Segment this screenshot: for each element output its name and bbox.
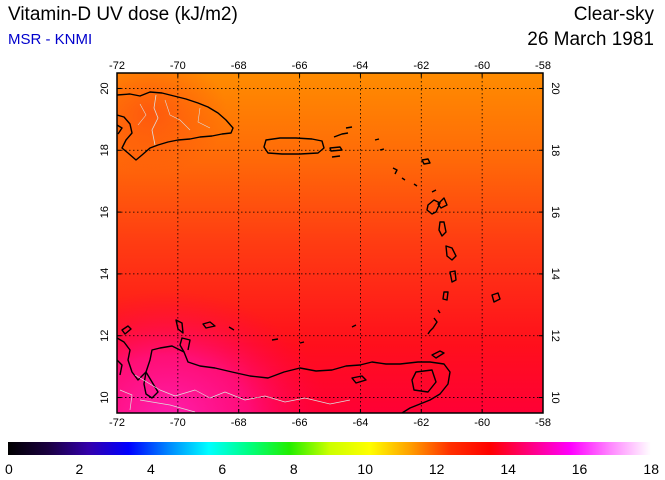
coast-margarita — [351, 375, 367, 384]
coast-curacao — [175, 319, 184, 334]
lon-tick-label-top: -70 — [170, 60, 186, 72]
lat-tick-label-right: 14 — [549, 268, 561, 280]
colorbar-tick-label: 14 — [500, 461, 516, 477]
coast-tobago — [431, 350, 445, 359]
lat-tick-label-left: 12 — [99, 330, 111, 342]
lat-tick-label-left: 10 — [99, 391, 111, 403]
axis-tick-labels: -72 -72 -70 -70 -68 -68 -66 -66 -64 -64 -62 -62 -60 -… — [99, 60, 561, 429]
colorbar-tick-label: 10 — [357, 461, 373, 477]
map-source: MSR - KNMI — [8, 31, 93, 48]
colorbar-labels: 0 2 4 6 8 10 12 14 16 18 — [5, 461, 659, 477]
coast-guadeloupe — [426, 189, 448, 215]
coast-st-vincent — [442, 291, 449, 301]
coast-haiti-south — [117, 124, 123, 135]
colorbar: 0 2 4 6 8 10 12 14 16 18 — [5, 442, 659, 477]
coast-st-kitts — [392, 167, 406, 181]
colorbar-tick-label: 4 — [147, 461, 155, 477]
lat-tick-label-left: 18 — [99, 144, 111, 156]
coast-bonaire — [202, 321, 235, 331]
colorbar-tick-label: 8 — [290, 461, 298, 477]
map-date: 26 March 1981 — [527, 29, 654, 50]
map-panel — [116, 72, 544, 414]
lat-tick-label-right: 10 — [549, 391, 561, 403]
coastlines — [117, 91, 501, 413]
coast-grenadines — [427, 309, 441, 335]
coast-montserrat — [413, 183, 418, 187]
coast-anguilla — [374, 138, 385, 151]
lon-tick-label-top: -62 — [413, 60, 429, 72]
borders-south-america — [119, 374, 351, 413]
lon-tick-label-bottom: -68 — [231, 417, 247, 429]
coast-lake-maracaibo — [143, 371, 159, 399]
lat-tick-label-right: 12 — [549, 330, 561, 342]
lon-tick-label-bottom: -62 — [413, 417, 429, 429]
lon-tick-label-top: -64 — [352, 60, 368, 72]
coast-trinidad — [411, 369, 437, 393]
lat-tick-label-right: 20 — [549, 82, 561, 94]
coast-virgin-islands — [331, 126, 353, 158]
lon-tick-label-top: -66 — [292, 60, 308, 72]
lon-tick-label-bottom: -58 — [535, 417, 551, 429]
lon-tick-label-bottom: -60 — [474, 417, 490, 429]
lat-tick-label-right: 18 — [549, 144, 561, 156]
colorbar-gradient — [8, 442, 651, 455]
colorbar-tick-label: 2 — [76, 461, 84, 477]
coast-st-lucia — [449, 270, 457, 283]
borders-hispaniola-provinces — [137, 99, 211, 131]
lon-tick-label-top: -60 — [474, 60, 490, 72]
lon-tick-label-bottom: -66 — [292, 417, 308, 429]
coast-islets — [271, 324, 357, 344]
lon-tick-label-top: -72 — [109, 60, 125, 72]
colorbar-tick-label: 12 — [429, 461, 445, 477]
border-haiti-dr — [151, 94, 159, 146]
lat-tick-label-right: 16 — [549, 206, 561, 218]
coast-dominica — [438, 221, 447, 237]
coast-colombia-west — [117, 359, 123, 376]
lat-tick-label-left: 16 — [99, 206, 111, 218]
lon-tick-label-top: -68 — [231, 60, 247, 72]
coast-aruba — [121, 325, 132, 335]
coast-vieques — [329, 146, 343, 152]
lon-tick-label-bottom: -72 — [109, 417, 125, 429]
lat-lon-grid — [117, 73, 543, 413]
colorbar-tick-label: 16 — [572, 461, 588, 477]
coast-martinique — [445, 245, 457, 261]
coast-barbados — [491, 292, 501, 303]
coast-antigua — [421, 158, 431, 165]
coast-hispaniola — [117, 91, 234, 161]
map-title: Vitamin-D UV dose (kJ/m2) — [8, 4, 238, 25]
sky-condition: Clear-sky — [573, 4, 654, 25]
lon-tick-label-bottom: -64 — [352, 417, 368, 429]
coast-puerto-rico — [263, 137, 325, 155]
coast-paraguana — [179, 337, 191, 353]
colorbar-tick-label: 18 — [643, 461, 659, 477]
lat-tick-label-left: 20 — [99, 82, 111, 94]
lon-tick-label-bottom: -70 — [170, 417, 186, 429]
colorbar-tick-label: 6 — [218, 461, 226, 477]
colorbar-tick-label: 0 — [5, 461, 13, 477]
dose-field-northwest-patch — [117, 73, 543, 413]
lat-tick-label-left: 14 — [99, 268, 111, 280]
map-frame — [116, 72, 544, 414]
lon-tick-label-top: -58 — [535, 60, 551, 72]
